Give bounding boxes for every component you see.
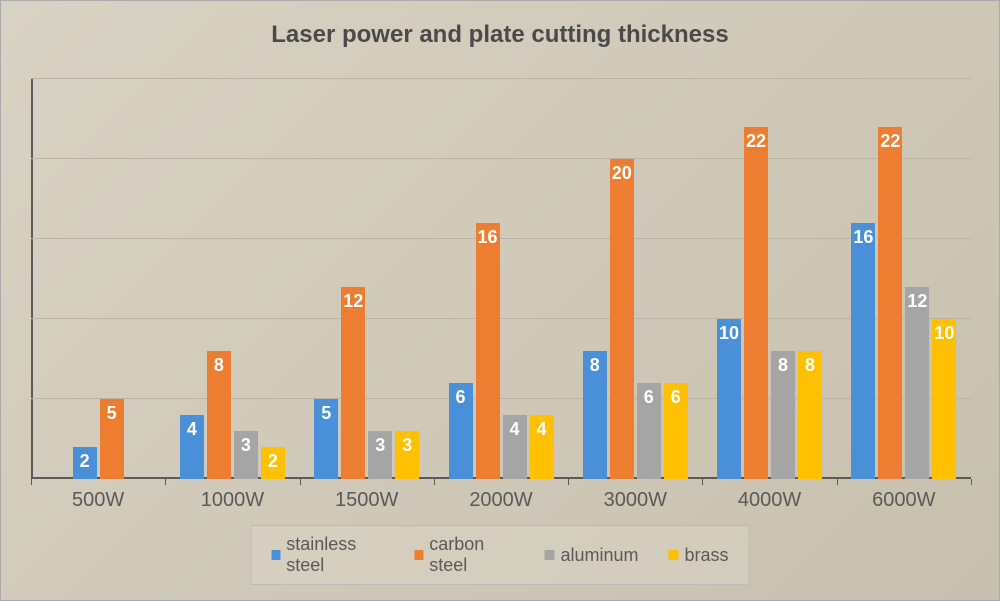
legend: stainless steel carbon steel aluminum brass (251, 525, 750, 585)
x-tick (702, 479, 703, 485)
bar: 3 (368, 431, 392, 479)
bar-value-label: 8 (805, 351, 815, 376)
x-axis-label: 3000W (604, 489, 667, 512)
bar-group: 5 12 33 (314, 287, 419, 479)
bar-value-label: 8 (214, 351, 224, 376)
bar-value-label: 6 (455, 383, 465, 408)
bar-group: 8 20 66 (583, 159, 688, 479)
legend-item: brass (668, 534, 728, 576)
bar: 10 (717, 319, 741, 479)
bar-value-label: 4 (187, 415, 197, 440)
x-tick (837, 479, 838, 485)
bar-value-label: 16 (853, 223, 873, 248)
bar: 5 (100, 399, 124, 479)
bar: 6 (637, 383, 661, 479)
bar-value-label: 8 (778, 351, 788, 376)
bar: 2 (261, 447, 285, 479)
bar: 22 (744, 127, 768, 479)
legend-swatch (415, 550, 424, 560)
bar: 16 (476, 223, 500, 479)
bar-value-label: 5 (321, 399, 331, 424)
bar-group: 10 22 88 (717, 127, 822, 479)
bar: 4 (503, 415, 527, 479)
bar: 12 (905, 287, 929, 479)
bar: 10 (932, 319, 956, 479)
bar-group: 16 22 12 10 (851, 127, 956, 479)
bar-value-label: 5 (107, 399, 117, 424)
bar: 3 (234, 431, 258, 479)
bar-value-label: 10 (934, 319, 954, 344)
bar-value-label: 6 (671, 383, 681, 408)
bar-value-label: 16 (477, 223, 497, 248)
bar: 4 (180, 415, 204, 479)
bar-value-label: 22 (746, 127, 766, 152)
legend-label: carbon steel (429, 534, 514, 576)
legend-label: stainless steel (286, 534, 384, 576)
bar-value-label: 12 (907, 287, 927, 312)
bar: 22 (878, 127, 902, 479)
bar-value-label: 12 (343, 287, 363, 312)
bar-group: 4 8 32 (180, 351, 285, 479)
plot-area: 25500W48321000W512331500W616442000W82066… (31, 79, 971, 479)
bar-value-label: 2 (80, 447, 90, 472)
x-tick (434, 479, 435, 485)
legend-item: carbon steel (415, 534, 515, 576)
legend-item: aluminum (544, 534, 638, 576)
x-tick (300, 479, 301, 485)
bar-value-label: 3 (402, 431, 412, 456)
legend-swatch (544, 550, 554, 560)
legend-label: brass (684, 545, 728, 566)
legend-label: aluminum (560, 545, 638, 566)
bar: 8 (583, 351, 607, 479)
chart-title: Laser power and plate cutting thickness (31, 21, 969, 49)
bar: 5 (314, 399, 338, 479)
bar-value-label: 4 (509, 415, 519, 440)
x-tick (971, 479, 972, 485)
bar: 3 (395, 431, 419, 479)
bar-value-label: 20 (612, 159, 632, 184)
x-tick (568, 479, 569, 485)
bar-value-label: 3 (241, 431, 251, 456)
x-axis-label: 4000W (738, 489, 801, 512)
bar-group: 25 (73, 399, 124, 479)
bar-group: 6 16 44 (449, 223, 554, 479)
bar-value-label: 2 (268, 447, 278, 472)
x-axis-label: 6000W (872, 489, 935, 512)
bar: 20 (610, 159, 634, 479)
bar: 12 (341, 287, 365, 479)
x-axis-label: 500W (72, 489, 124, 512)
bar: 8 (207, 351, 231, 479)
legend-item: stainless steel (272, 534, 385, 576)
legend-swatch (272, 550, 281, 560)
bar: 8 (771, 351, 795, 479)
x-tick (165, 479, 166, 485)
legend-swatch (668, 550, 678, 560)
bar-value-label: 22 (880, 127, 900, 152)
bar-value-label: 10 (719, 319, 739, 344)
bar-value-label: 4 (536, 415, 546, 440)
bar: 8 (798, 351, 822, 479)
bar-value-label: 3 (375, 431, 385, 456)
bar: 6 (664, 383, 688, 479)
bar: 2 (73, 447, 97, 479)
gridline (31, 78, 971, 79)
chart-container: Laser power and plate cutting thickness … (0, 0, 1000, 601)
x-tick (31, 479, 32, 485)
x-axis-label: 1500W (335, 489, 398, 512)
x-axis-label: 2000W (469, 489, 532, 512)
bar-value-label: 6 (644, 383, 654, 408)
gridline (31, 158, 971, 159)
bar-value-label: 8 (590, 351, 600, 376)
x-axis-label: 1000W (201, 489, 264, 512)
y-axis (31, 79, 33, 479)
bar: 4 (530, 415, 554, 479)
bar: 16 (851, 223, 875, 479)
bar: 6 (449, 383, 473, 479)
